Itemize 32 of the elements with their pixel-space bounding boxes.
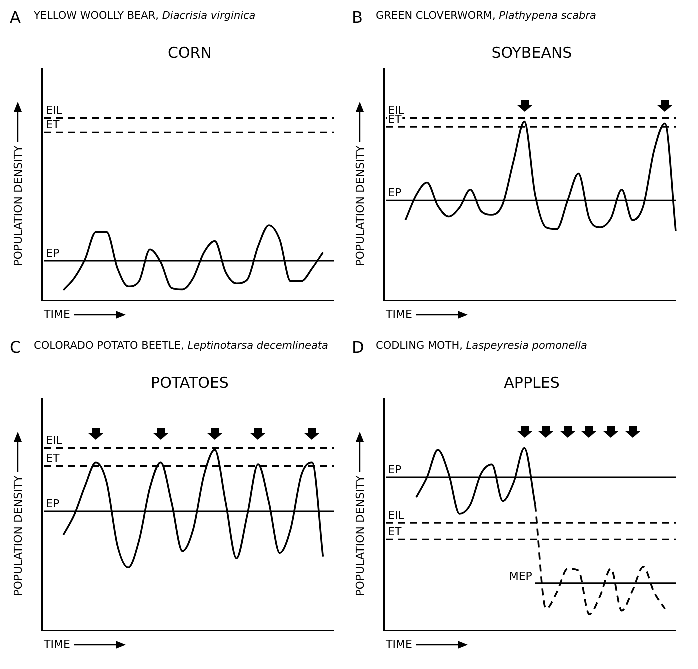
chart-subtitle: CORN xyxy=(167,44,213,62)
chart-subtitle: SOYBEANS xyxy=(490,44,574,62)
text: D xyxy=(352,338,364,357)
text: B xyxy=(352,8,363,27)
ref-line-label: EP xyxy=(388,463,402,476)
chart-title: YELLOW WOOLLY BEAR, Diacrisia virginica xyxy=(34,10,256,22)
x-axis-title: TIME xyxy=(386,308,412,321)
ref-line-label: EIL xyxy=(46,104,64,118)
chart-title: COLORADO POTATO BEETLE, Leptinotarsa decemlineata xyxy=(34,340,328,352)
x-axis-title: TIME xyxy=(386,638,412,651)
y-axis-title: POPULATION DENSITY xyxy=(354,145,366,266)
y-axis-title: POPULATION DENSITY xyxy=(354,475,366,596)
x-axis-title: TIME xyxy=(44,638,70,651)
chart-title: GREEN CLOVERWORM, Plathypena scabra xyxy=(376,10,596,22)
series-label: MEP xyxy=(509,570,533,583)
text: A xyxy=(10,8,21,27)
ref-line-label: ET xyxy=(388,525,402,538)
ref-line-label: EP xyxy=(46,497,60,510)
ref-line-label: EP xyxy=(46,246,60,260)
ref-line-label: EIL xyxy=(46,434,64,448)
x-axis-title: TIME xyxy=(44,308,70,321)
chart-subtitle: POTATOES xyxy=(150,374,230,392)
ref-line-label: ET xyxy=(46,118,60,132)
ref-line-label: EP xyxy=(388,186,402,200)
y-axis-title: POPULATION DENSITY xyxy=(12,475,24,596)
text: C xyxy=(10,338,22,357)
ref-line-label: ET xyxy=(46,452,60,466)
chart-subtitle: APPLES xyxy=(503,374,561,392)
ref-line-label: EIL xyxy=(388,509,406,522)
chart-title: CODLING MOTH, Laspeyresia pomonella xyxy=(376,340,588,352)
ref-line-label: ET xyxy=(388,113,402,126)
y-axis-title: POPULATION DENSITY xyxy=(12,145,24,266)
